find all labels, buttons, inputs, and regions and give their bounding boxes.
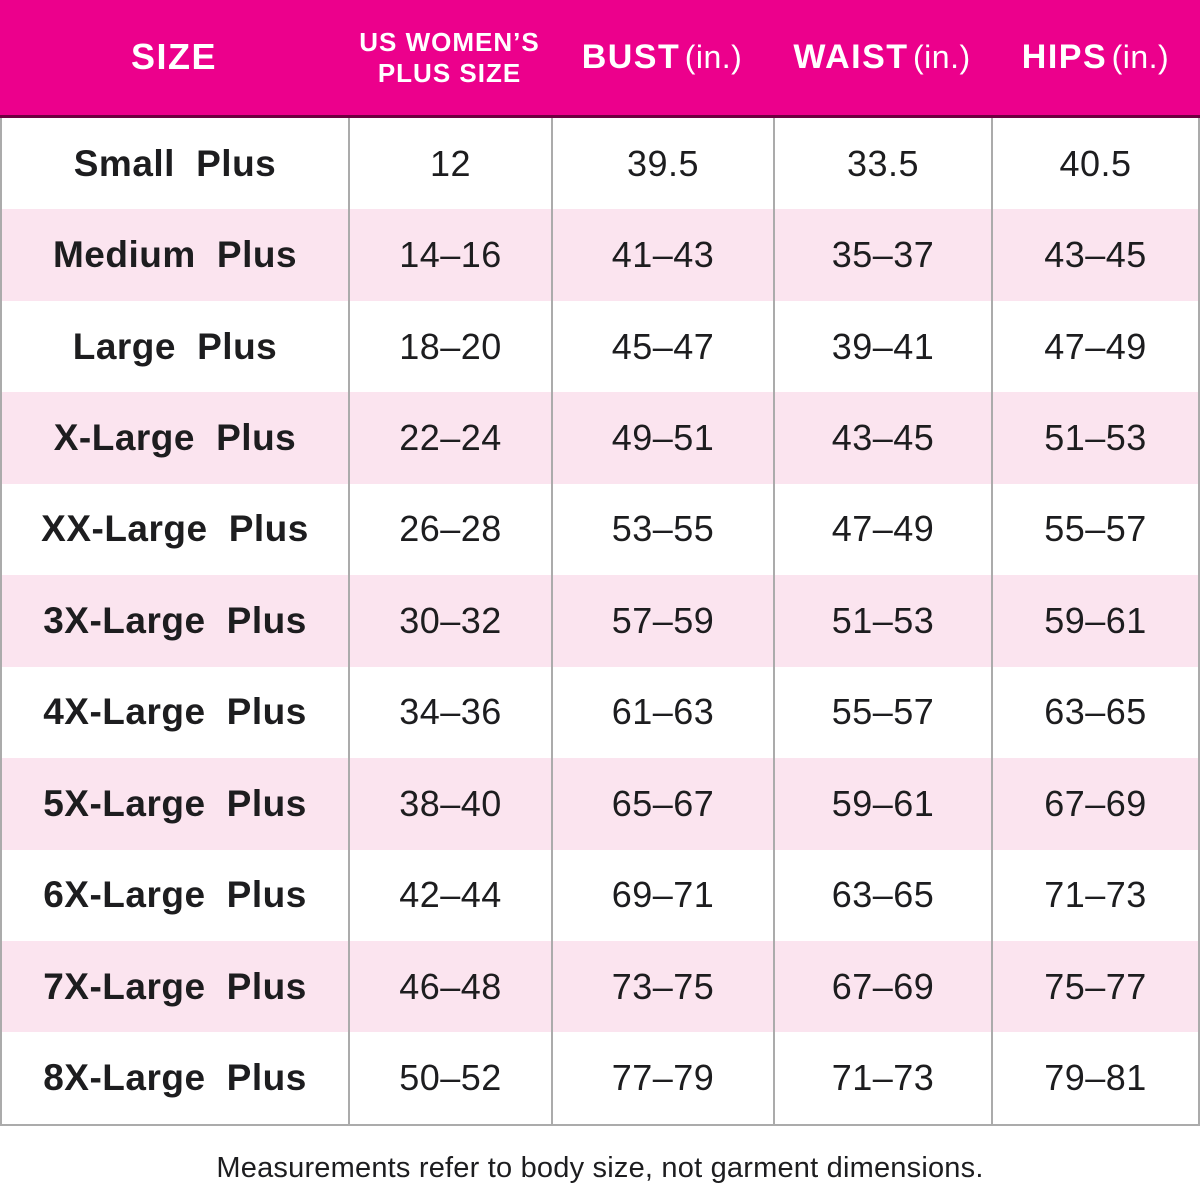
plus-size-cell: 12: [348, 118, 551, 210]
table-row: X-Large Plus 22–24 49–51 43–45 51–53: [2, 392, 1198, 484]
plus-size-cell: 14–16: [348, 209, 551, 301]
plus-size-cell: 38–40: [348, 758, 551, 850]
size-name-cell: Medium Plus: [52, 234, 298, 276]
size-name-cell: 4X-Large Plus: [43, 691, 307, 733]
table-row: Large Plus 18–20 45–47 39–41 47–49: [2, 300, 1198, 393]
header-cell-bust: BUST (in.): [551, 0, 773, 115]
waist-cell: 55–57: [773, 666, 991, 759]
header-cell-plus-size: US WOMEN’S PLUS SIZE: [348, 0, 551, 115]
bust-cell: 49–51: [551, 392, 773, 484]
header-bust-label: BUST: [581, 38, 681, 77]
waist-cell: 33.5: [773, 118, 991, 210]
hips-cell: 55–57: [991, 483, 1198, 576]
table-row: 5X-Large Plus 38–40 65–67 59–61 67–69: [2, 758, 1198, 850]
waist-cell: 63–65: [773, 849, 991, 941]
size-name-cell: Large Plus: [72, 325, 278, 367]
bust-cell: 45–47: [551, 300, 773, 393]
hips-cell: 71–73: [991, 849, 1198, 941]
bust-cell: 77–79: [551, 1032, 773, 1124]
header-hips-unit: (in.): [1111, 39, 1170, 76]
table-row: 7X-Large Plus 46–48 73–75 67–69 75–77: [2, 940, 1198, 1033]
header-plus-size-line1: US WOMEN’S: [359, 26, 540, 57]
table-row: Medium Plus 14–16 41–43 35–37 43–45: [2, 209, 1198, 301]
size-name-cell: 8X-Large Plus: [43, 1057, 307, 1099]
plus-size-cell: 50–52: [348, 1032, 551, 1124]
hips-cell: 79–81: [991, 1032, 1198, 1124]
size-name-cell: 6X-Large Plus: [43, 874, 307, 916]
size-name-cell: X-Large Plus: [53, 417, 297, 459]
header-waist-unit: (in.): [913, 39, 971, 76]
header-hips-label: HIPS: [1021, 38, 1108, 77]
table-row: 4X-Large Plus 34–36 61–63 55–57 63–65: [2, 666, 1198, 759]
hips-cell: 51–53: [991, 392, 1198, 484]
plus-size-cell: 46–48: [348, 940, 551, 1033]
table-row: 3X-Large Plus 30–32 57–59 51–53 59–61: [2, 575, 1198, 667]
size-name-cell: Small Plus: [73, 142, 277, 184]
bust-cell: 65–67: [551, 758, 773, 850]
header-cell-size: SIZE: [0, 0, 348, 115]
plus-size-cell: 34–36: [348, 666, 551, 759]
table-row: Small Plus 12 39.5 33.5 40.5: [2, 118, 1198, 210]
size-name-cell: 3X-Large Plus: [43, 599, 307, 641]
header-plus-size-line2: PLUS SIZE: [377, 57, 522, 88]
waist-cell: 47–49: [773, 483, 991, 576]
bust-cell: 39.5: [551, 118, 773, 210]
hips-cell: 67–69: [991, 758, 1198, 850]
table-header-row: SIZE US WOMEN’S PLUS SIZE BUST (in.) WAI…: [0, 0, 1200, 118]
bust-cell: 57–59: [551, 575, 773, 667]
waist-cell: 71–73: [773, 1032, 991, 1124]
header-cell-hips: HIPS (in.): [991, 0, 1200, 115]
plus-size-cell: 30–32: [348, 575, 551, 667]
header-waist-label: WAIST: [793, 38, 909, 77]
bust-cell: 41–43: [551, 209, 773, 301]
size-name-cell: XX-Large Plus: [41, 508, 309, 550]
header-cell-waist: WAIST (in.): [773, 0, 991, 115]
waist-cell: 59–61: [773, 758, 991, 850]
table-row: XX-Large Plus 26–28 53–55 47–49 55–57: [2, 483, 1198, 576]
size-name-cell: 5X-Large Plus: [43, 782, 307, 824]
waist-cell: 51–53: [773, 575, 991, 667]
bust-cell: 69–71: [551, 849, 773, 941]
plus-size-cell: 18–20: [348, 300, 551, 393]
header-size-label: SIZE: [130, 36, 217, 78]
plus-size-cell: 42–44: [348, 849, 551, 941]
size-name-cell: 7X-Large Plus: [43, 965, 307, 1007]
table-row: 8X-Large Plus 50–52 77–79 71–73 79–81: [2, 1032, 1198, 1124]
hips-cell: 40.5: [991, 118, 1198, 210]
header-bust-unit: (in.): [684, 39, 743, 76]
table-row: 6X-Large Plus 42–44 69–71 63–65 71–73: [2, 849, 1198, 941]
hips-cell: 75–77: [991, 940, 1198, 1033]
hips-cell: 63–65: [991, 666, 1198, 759]
waist-cell: 35–37: [773, 209, 991, 301]
table-body: Small Plus 12 39.5 33.5 40.5 Medium Plus…: [0, 118, 1200, 1126]
bust-cell: 61–63: [551, 666, 773, 759]
waist-cell: 43–45: [773, 392, 991, 484]
waist-cell: 39–41: [773, 300, 991, 393]
hips-cell: 43–45: [991, 209, 1198, 301]
bust-cell: 73–75: [551, 940, 773, 1033]
plus-size-cell: 22–24: [348, 392, 551, 484]
bust-cell: 53–55: [551, 483, 773, 576]
waist-cell: 67–69: [773, 940, 991, 1033]
measurement-footnote: Measurements refer to body size, not gar…: [216, 1151, 984, 1184]
hips-cell: 59–61: [991, 575, 1198, 667]
hips-cell: 47–49: [991, 300, 1198, 393]
plus-size-cell: 26–28: [348, 483, 551, 576]
